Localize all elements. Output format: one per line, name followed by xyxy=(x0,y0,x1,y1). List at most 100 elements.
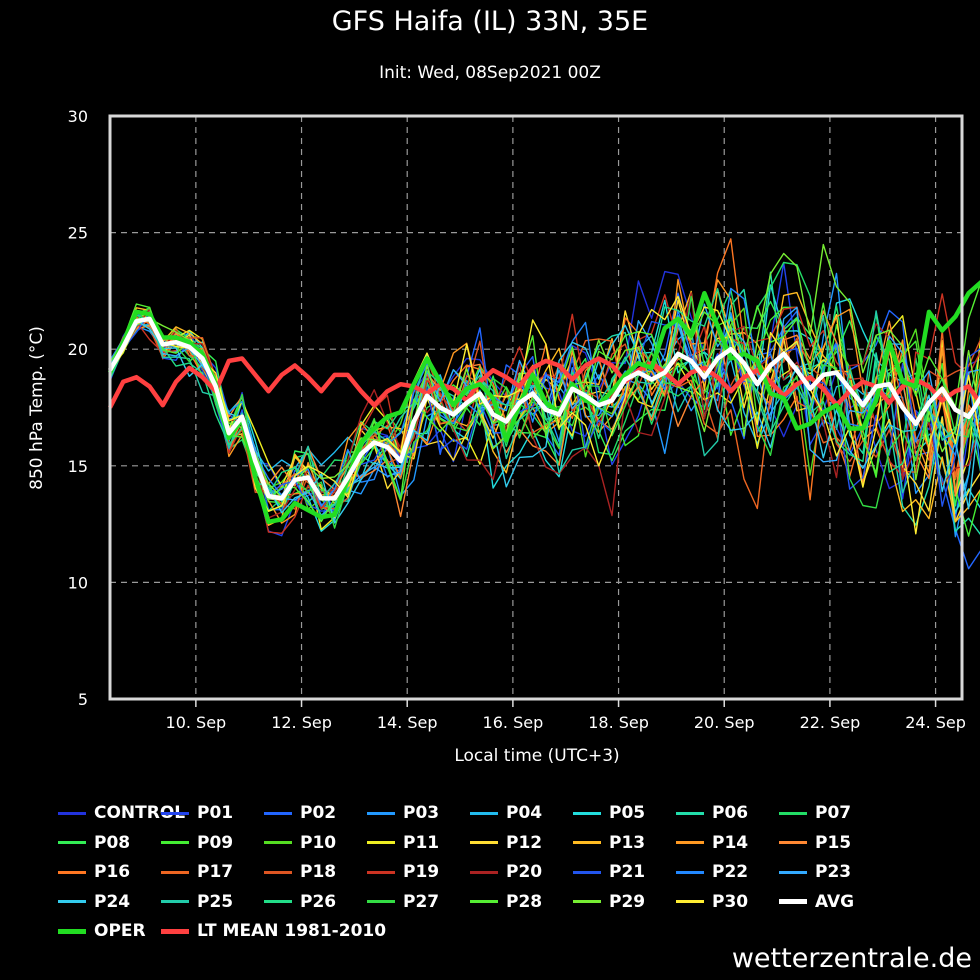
legend-swatch xyxy=(573,811,601,815)
legend-item-p11: P11 xyxy=(367,830,439,856)
legend-swatch xyxy=(161,841,189,844)
oper-line xyxy=(107,280,980,525)
legend-swatch xyxy=(779,899,807,904)
y-tick-label: 30 xyxy=(68,107,88,126)
legend-item-p28: P28 xyxy=(470,889,542,915)
legend-swatch xyxy=(58,870,86,874)
legend-item-p07: P07 xyxy=(779,800,851,826)
legend-item-p15: P15 xyxy=(779,830,851,856)
legend-label: P13 xyxy=(609,832,646,853)
legend-label: P12 xyxy=(506,832,543,853)
legend-label: P15 xyxy=(815,832,852,853)
legend-item-control: CONTROL xyxy=(58,800,185,826)
axis-layer: 5 10 15 20 25 30 10. Sep 12. Sep 14. Sep 16. Sep 1… xyxy=(68,107,966,732)
plot-frame xyxy=(108,114,964,701)
legend-swatch xyxy=(779,870,807,874)
legend-swatch xyxy=(676,811,704,815)
legend-label: P22 xyxy=(712,862,749,882)
legend-item-p01: P01 xyxy=(161,800,233,826)
legend-label: P28 xyxy=(506,891,543,912)
ensemble-line-p29 xyxy=(109,243,980,499)
legend-item-p17: P17 xyxy=(161,859,233,885)
legend-label: P07 xyxy=(815,803,852,823)
ensemble-line-p25 xyxy=(109,310,980,502)
legend-swatch xyxy=(779,841,807,844)
legend-swatch xyxy=(676,841,704,844)
chart-subtitle: Init: Wed, 08Sep2021 00Z xyxy=(379,63,601,83)
legend-label: P14 xyxy=(712,832,749,853)
legend-item-p29: P29 xyxy=(573,889,645,915)
legend-item-p27: P27 xyxy=(367,889,439,915)
y-tick-label: 5 xyxy=(78,690,88,709)
legend-swatch xyxy=(264,900,292,903)
legend-swatch xyxy=(58,841,86,844)
legend-label: P27 xyxy=(403,891,440,912)
legend-item-p09: P09 xyxy=(161,830,233,856)
legend-label: P04 xyxy=(506,803,543,823)
legend-label: P01 xyxy=(197,803,234,823)
legend-swatch xyxy=(264,870,292,874)
legend-swatch xyxy=(676,870,704,874)
legend-item-p21: P21 xyxy=(573,859,645,885)
legend-swatch xyxy=(367,900,395,903)
legend-item-p22: P22 xyxy=(676,859,748,885)
legend-item-p25: P25 xyxy=(161,889,233,915)
x-tick-label: 14. Sep xyxy=(377,713,438,732)
y-tick-label: 25 xyxy=(68,224,88,243)
legend-label: P03 xyxy=(403,803,440,823)
legend-label: P06 xyxy=(712,803,749,823)
legend-label: P05 xyxy=(609,803,646,823)
legend-label: P21 xyxy=(609,862,646,882)
legend-item-p08: P08 xyxy=(58,830,130,856)
legend-item-p05: P05 xyxy=(573,800,645,826)
legend-swatch xyxy=(573,870,601,874)
legend-item-p02: P02 xyxy=(264,800,336,826)
legend-swatch xyxy=(573,900,601,903)
ensemble-line-p05 xyxy=(109,284,980,532)
x-tick-label: 16. Sep xyxy=(483,713,544,732)
legend-item-p12: P12 xyxy=(470,830,542,856)
legend-swatch xyxy=(161,928,189,934)
y-tick-label: 20 xyxy=(68,340,88,359)
legend-swatch xyxy=(470,841,498,844)
x-tick-label: 20. Sep xyxy=(694,713,755,732)
legend-item-p23: P23 xyxy=(779,859,851,885)
legend-label: P30 xyxy=(712,891,749,912)
legend-label: P25 xyxy=(197,891,234,912)
legend-item-p24: P24 xyxy=(58,889,130,915)
legend-swatch xyxy=(470,870,498,874)
legend-swatch xyxy=(161,870,189,874)
legend-label: P16 xyxy=(94,862,131,882)
legend-label: P10 xyxy=(300,832,337,853)
frame-layer xyxy=(108,114,964,701)
legend-label: CONTROL xyxy=(94,803,186,823)
legend-label: P23 xyxy=(815,862,852,882)
legend-item-p03: P03 xyxy=(367,800,439,826)
legend-label: AVG xyxy=(815,891,855,912)
legend-label: P11 xyxy=(403,832,440,853)
legend-item-p20: P20 xyxy=(470,859,542,885)
legend-swatch xyxy=(367,811,395,815)
x-axis-label: Local time (UTC+3) xyxy=(454,746,619,766)
legend-item-oper: OPER xyxy=(58,918,146,944)
legend-swatch xyxy=(367,841,395,844)
legend-label: P19 xyxy=(403,862,440,882)
legend-label: P18 xyxy=(300,862,337,882)
x-tick-label: 24. Sep xyxy=(905,713,966,732)
legend-swatch xyxy=(573,841,601,844)
x-tick-label: 18. Sep xyxy=(588,713,649,732)
legend-item-p16: P16 xyxy=(58,859,130,885)
legend-item-p26: P26 xyxy=(264,889,336,915)
legend-item-p10: P10 xyxy=(264,830,336,856)
legend-swatch xyxy=(58,928,86,934)
legend-label: P29 xyxy=(609,891,646,912)
chart-plot: 5 10 15 20 25 30 10. Sep 12. Sep 14. Sep 16. Sep 1… xyxy=(27,107,980,766)
legend-swatch xyxy=(264,841,292,844)
legend-item-p13: P13 xyxy=(573,830,645,856)
legend-swatch xyxy=(161,811,189,815)
legend-label: P02 xyxy=(300,803,337,823)
legend-swatch xyxy=(58,900,86,903)
legend-item-p18: P18 xyxy=(264,859,336,885)
legend-item-p19: P19 xyxy=(367,859,439,885)
legend-label: OPER xyxy=(94,921,146,941)
